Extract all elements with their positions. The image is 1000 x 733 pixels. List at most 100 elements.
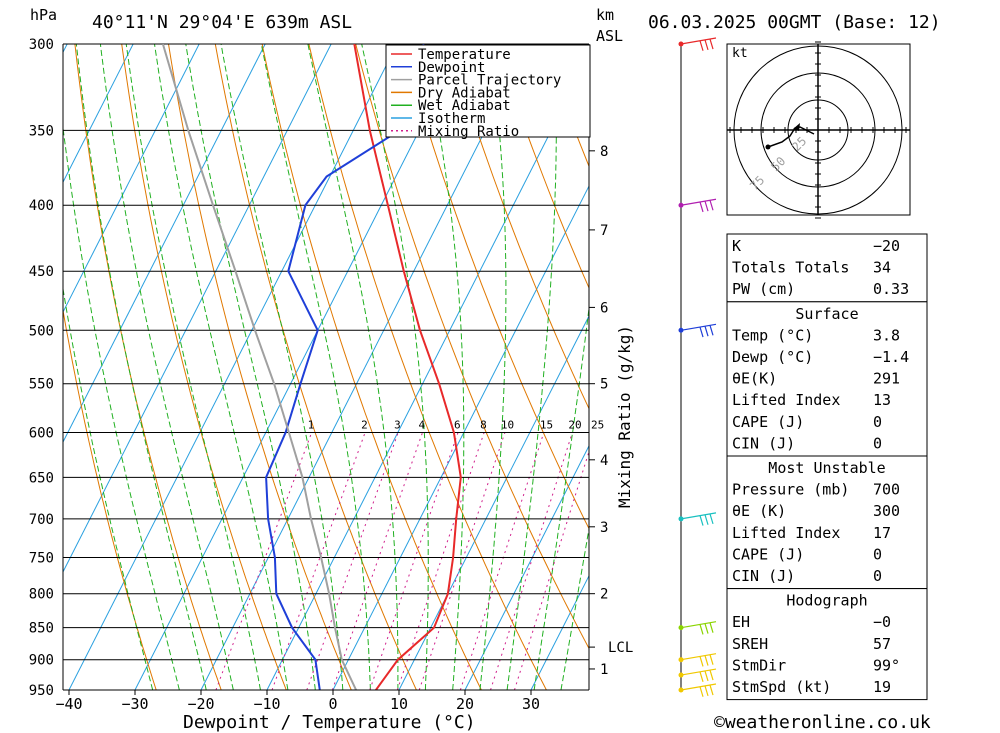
wind-barb-flag xyxy=(709,200,714,211)
x-tick-label: −40 xyxy=(55,695,82,713)
surface-row-label: CIN (J) xyxy=(732,434,795,452)
isotherm-line xyxy=(68,44,398,690)
surface-row-value: 3.8 xyxy=(873,326,900,344)
index-row-value: 0.33 xyxy=(873,280,909,298)
pressure-tick-label: 650 xyxy=(29,470,54,486)
most-unstable-row-label: CAPE (J) xyxy=(732,545,804,563)
surface-row-label: Dewp (°C) xyxy=(732,348,813,366)
isotherm-line xyxy=(134,44,464,690)
surface-row-value: 291 xyxy=(873,370,900,388)
legend-item-label: Dewpoint xyxy=(418,60,485,76)
wind-barb-flag xyxy=(699,40,704,51)
x-axis-label: Dewpoint / Temperature (°C) xyxy=(183,712,476,733)
dry-adiabat-line xyxy=(964,44,1000,690)
pressure-tick-label: 850 xyxy=(29,621,54,637)
most-unstable-row-value: 17 xyxy=(873,524,891,542)
wet-adiabat-line xyxy=(154,44,289,690)
mixing-ratio-label: 20 xyxy=(568,418,581,431)
mixing-ratio-label: 8 xyxy=(480,418,487,431)
hodograph-unit-label: kt xyxy=(732,46,748,61)
wind-barb-flag xyxy=(709,38,714,50)
isotherm-line xyxy=(63,44,332,573)
hodograph-index-row-value: 57 xyxy=(873,635,891,653)
pressure-tick-label: 300 xyxy=(29,37,54,53)
index-row-label: Totals Totals xyxy=(732,259,849,277)
most-unstable-row-value: 300 xyxy=(873,502,900,520)
wet-adiabat-line xyxy=(260,44,371,690)
km-tick-label: 5 xyxy=(600,377,608,393)
wind-barb-flag xyxy=(699,515,704,526)
surface-row-label: Lifted Index xyxy=(732,391,840,409)
km-tick-label: 1 xyxy=(600,662,608,678)
isotherm-line xyxy=(63,44,266,444)
mixing-ratio-label: 3 xyxy=(394,418,401,431)
parcel-trajectory-trace xyxy=(161,44,358,690)
wind-barb-flag xyxy=(699,656,704,667)
isotherm-line xyxy=(266,55,589,690)
km-unit-label: km xyxy=(596,6,614,24)
surface-title: Surface xyxy=(795,305,858,323)
index-row-label: PW (cm) xyxy=(732,280,795,298)
dry-adiabat-line xyxy=(121,44,287,690)
surface-row-label: Temp (°C) xyxy=(732,326,813,344)
km-tick-label: 7 xyxy=(600,223,608,239)
surface-row-value: 0 xyxy=(873,434,882,452)
wet-adiabat-line xyxy=(307,44,399,690)
wind-barb-flag xyxy=(709,669,714,681)
hodograph-end-point xyxy=(765,144,771,150)
index-row-value: −20 xyxy=(873,237,900,255)
wind-barb-flag xyxy=(704,200,709,212)
wet-adiabat-line xyxy=(185,44,316,690)
profile-traces xyxy=(161,44,462,690)
asl-unit-label: ASL xyxy=(596,27,623,45)
wet-adiabat-line xyxy=(533,304,589,690)
legend-item-label: Isotherm xyxy=(418,111,485,127)
most-unstable-row-value: 700 xyxy=(873,481,900,499)
mixing-ratio-label: 6 xyxy=(454,418,461,431)
x-tick-label: −10 xyxy=(253,695,280,713)
dry-adiabat-line xyxy=(74,44,222,690)
pressure-tick-label: 500 xyxy=(29,323,54,339)
km-tick-label: 6 xyxy=(600,300,608,316)
dry-adiabat-line xyxy=(261,44,482,690)
pressure-tick-label: 600 xyxy=(29,425,54,441)
wet-adiabat-line xyxy=(560,526,589,690)
isotherm-line xyxy=(63,44,134,184)
wind-barb-flag xyxy=(709,622,714,633)
x-tick-label: 20 xyxy=(456,695,474,713)
lcl-label: LCL xyxy=(608,640,633,656)
wind-barb-flag xyxy=(704,685,709,697)
wet-adiabat-line xyxy=(506,44,557,690)
wet-adiabat-line xyxy=(422,44,465,690)
hodograph-index-row-label: StmSpd (kt) xyxy=(732,678,831,696)
most-unstable-section xyxy=(726,455,928,590)
isotherm-line xyxy=(464,444,589,690)
wet-adiabat-line xyxy=(220,44,344,690)
isotherm-line xyxy=(63,44,200,314)
legend-box xyxy=(385,44,591,138)
mixing-ratio-line xyxy=(459,432,545,690)
mixing-ratio-line xyxy=(396,432,485,690)
dry-adiabat-line xyxy=(63,307,157,690)
legend-item-label: Wet Adiabat xyxy=(418,98,511,114)
legend-item-label: Parcel Trajectory xyxy=(418,73,561,89)
mixing-ratio-label: 1 xyxy=(308,418,315,431)
copyright-text: ©weatheronline.co.uk xyxy=(714,712,931,733)
surface-row-value: −1.4 xyxy=(873,348,909,366)
wind-barb-flag xyxy=(699,201,704,213)
km-tick-label: 8 xyxy=(600,144,608,160)
hodograph-index-row-label: StmDir xyxy=(732,656,786,674)
wind-barb-flag xyxy=(699,326,704,338)
mixing-ratio-label: 2 xyxy=(361,418,368,431)
most-unstable-row-value: 0 xyxy=(873,545,882,563)
x-tick-label: 30 xyxy=(522,695,540,713)
wet-adiabat-line xyxy=(63,123,180,690)
mixing-ratio-axis-label: Mixing Ratio (g/kg) xyxy=(615,325,634,508)
pressure-tick-label: 550 xyxy=(29,377,54,393)
hodograph-index-title: Hodograph xyxy=(786,592,867,610)
x-tick-label: −20 xyxy=(187,695,214,713)
dry-adiabat-line xyxy=(917,44,1000,690)
index-section xyxy=(726,233,928,303)
storm-motion-arrow-icon xyxy=(793,123,800,131)
legend-item-label: Dry Adiabat xyxy=(418,85,511,101)
